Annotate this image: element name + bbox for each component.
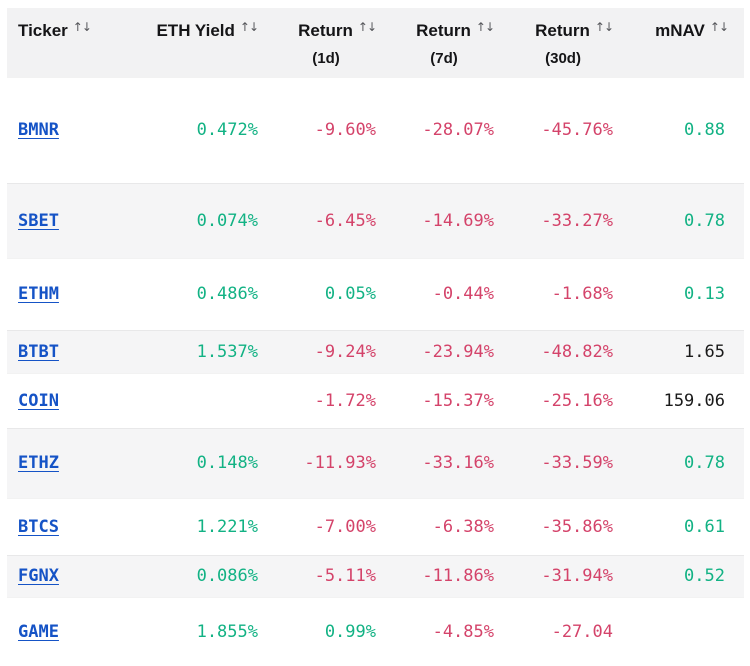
table-row: BTCS 1.221% -7.00% -6.38% -35.86% 0.61 — [7, 498, 744, 555]
return-7d-cell: -15.37% — [422, 390, 494, 411]
eth-yield-cell: 0.148% — [196, 453, 258, 473]
ticker-cell: COIN — [7, 373, 119, 428]
ticker-link[interactable]: ETHZ — [18, 453, 59, 473]
return-30d-cell: -45.76% — [541, 120, 613, 140]
column-header-eth-yield[interactable]: ETH Yield ↑↓ — [119, 8, 265, 77]
return-30d-cell: -48.82% — [541, 341, 613, 362]
return-30d-cell: -31.94% — [541, 566, 613, 586]
column-header-sublabel: (7d) — [430, 50, 458, 67]
table-row: ETHZ 0.148% -11.93% -33.16% -33.59% 0.78 — [7, 428, 744, 498]
ticker-link[interactable]: ETHM — [18, 284, 59, 304]
ticker-cell: SBET — [7, 183, 119, 258]
return-7d-cell: -33.16% — [422, 453, 494, 473]
mnav-cell — [620, 597, 744, 666]
return-30d-cell: -25.16% — [541, 390, 613, 411]
column-header-return-7d[interactable]: Return ↑↓ (7d) — [383, 8, 501, 77]
column-header-sublabel: (30d) — [545, 50, 581, 67]
ticker-link[interactable]: COIN — [18, 390, 59, 411]
eth-yield-cell — [119, 373, 265, 428]
ticker-cell: ETHZ — [7, 428, 119, 498]
return-30d-cell: -33.59% — [541, 453, 613, 473]
eth-yield-cell: 0.486% — [196, 284, 258, 304]
return-1d-cell: -9.24% — [314, 341, 376, 362]
table-row: GAME 1.855% 0.99% -4.85% -27.04 — [7, 597, 744, 666]
ticker-cell: FGNX — [7, 555, 119, 597]
return-30d-cell: -35.86% — [541, 516, 613, 537]
table-row: ETHM 0.486% 0.05% -0.44% -1.68% 0.13 — [7, 258, 744, 330]
return-7d-cell: -14.69% — [422, 210, 494, 231]
return-1d-cell: -7.00% — [314, 516, 376, 537]
eth-yield-cell: 0.472% — [196, 120, 258, 140]
eth-yield-cell: 1.537% — [196, 341, 258, 362]
ticker-link[interactable]: SBET — [18, 210, 59, 231]
column-header-return-1d[interactable]: Return ↑↓ (1d) — [265, 8, 383, 77]
mnav-cell: 0.52 — [684, 566, 725, 586]
column-header-label: ETH Yield — [156, 21, 235, 40]
return-30d-cell: -1.68% — [551, 284, 613, 304]
mnav-cell: 0.61 — [684, 516, 725, 537]
return-7d-cell: -0.44% — [432, 284, 494, 304]
table-row: BMNR 0.472% -9.60% -28.07% -45.76% 0.88 — [7, 77, 744, 183]
column-header-return-30d[interactable]: Return ↑↓ (30d) — [501, 8, 620, 77]
return-1d-cell: -5.11% — [314, 566, 376, 586]
return-1d-cell: -9.60% — [314, 120, 376, 140]
eth-yield-cell: 1.855% — [196, 621, 258, 642]
sort-arrows-icon[interactable]: ↑↓ — [357, 20, 377, 34]
return-1d-cell: -1.72% — [314, 390, 376, 411]
mnav-cell: 0.13 — [684, 284, 725, 304]
ticker-cell: BTBT — [7, 330, 119, 373]
sort-arrows-icon[interactable]: ↑↓ — [709, 20, 729, 34]
return-1d-cell: -6.45% — [314, 210, 376, 231]
mnav-cell: 1.65 — [684, 341, 725, 362]
ticker-cell: GAME — [7, 597, 119, 666]
column-header-label: Return — [298, 21, 353, 40]
return-1d-cell: -11.93% — [304, 453, 376, 473]
column-header-sublabel: (1d) — [312, 50, 340, 67]
ticker-cell: BTCS — [7, 498, 119, 555]
return-30d-cell: -33.27% — [541, 210, 613, 231]
ticker-link[interactable]: FGNX — [18, 566, 59, 586]
return-7d-cell: -6.38% — [432, 516, 494, 537]
ticker-link[interactable]: BTCS — [18, 516, 59, 537]
return-1d-cell: 0.99% — [324, 621, 376, 642]
return-1d-cell: 0.05% — [324, 284, 376, 304]
eth-yield-cell: 0.074% — [196, 210, 258, 231]
table-row: FGNX 0.086% -5.11% -11.86% -31.94% 0.52 — [7, 555, 744, 597]
ticker-link[interactable]: GAME — [18, 621, 59, 642]
return-30d-cell: -27.04 — [551, 621, 613, 642]
column-header-label: Ticker — [18, 21, 68, 40]
sort-arrows-icon[interactable]: ↑↓ — [594, 20, 614, 34]
ticker-cell: BMNR — [7, 77, 119, 183]
ticker-link[interactable]: BMNR — [18, 120, 59, 140]
column-header-mnav[interactable]: mNAV ↑↓ — [620, 8, 744, 77]
mnav-cell: 0.88 — [684, 120, 725, 140]
sort-arrows-icon[interactable]: ↑↓ — [475, 20, 495, 34]
eth-yield-cell: 1.221% — [196, 516, 258, 537]
return-7d-cell: -28.07% — [422, 120, 494, 140]
mnav-cell: 0.78 — [684, 210, 725, 231]
column-header-label: Return — [535, 21, 590, 40]
eth-yield-cell: 0.086% — [196, 566, 258, 586]
mnav-cell: 159.06 — [663, 390, 725, 411]
eth-treasury-table: Ticker ↑↓ ETH Yield ↑↓ Return ↑↓ (1d) — [7, 8, 744, 666]
table-header-row: Ticker ↑↓ ETH Yield ↑↓ Return ↑↓ (1d) — [7, 8, 744, 77]
mnav-cell: 0.78 — [684, 453, 725, 473]
sort-arrows-icon[interactable]: ↑↓ — [72, 20, 92, 34]
sort-arrows-icon[interactable]: ↑↓ — [239, 20, 259, 34]
table-row: COIN -1.72% -15.37% -25.16% 159.06 — [7, 373, 744, 428]
ticker-link[interactable]: BTBT — [18, 341, 59, 362]
table-row: SBET 0.074% -6.45% -14.69% -33.27% 0.78 — [7, 183, 744, 258]
return-7d-cell: -11.86% — [422, 566, 494, 586]
column-header-label: Return — [416, 21, 471, 40]
table-row: BTBT 1.537% -9.24% -23.94% -48.82% 1.65 — [7, 330, 744, 373]
column-header-label: mNAV — [655, 21, 705, 40]
return-7d-cell: -4.85% — [432, 621, 494, 642]
column-header-ticker[interactable]: Ticker ↑↓ — [7, 8, 119, 77]
return-7d-cell: -23.94% — [422, 341, 494, 362]
ticker-cell: ETHM — [7, 258, 119, 330]
